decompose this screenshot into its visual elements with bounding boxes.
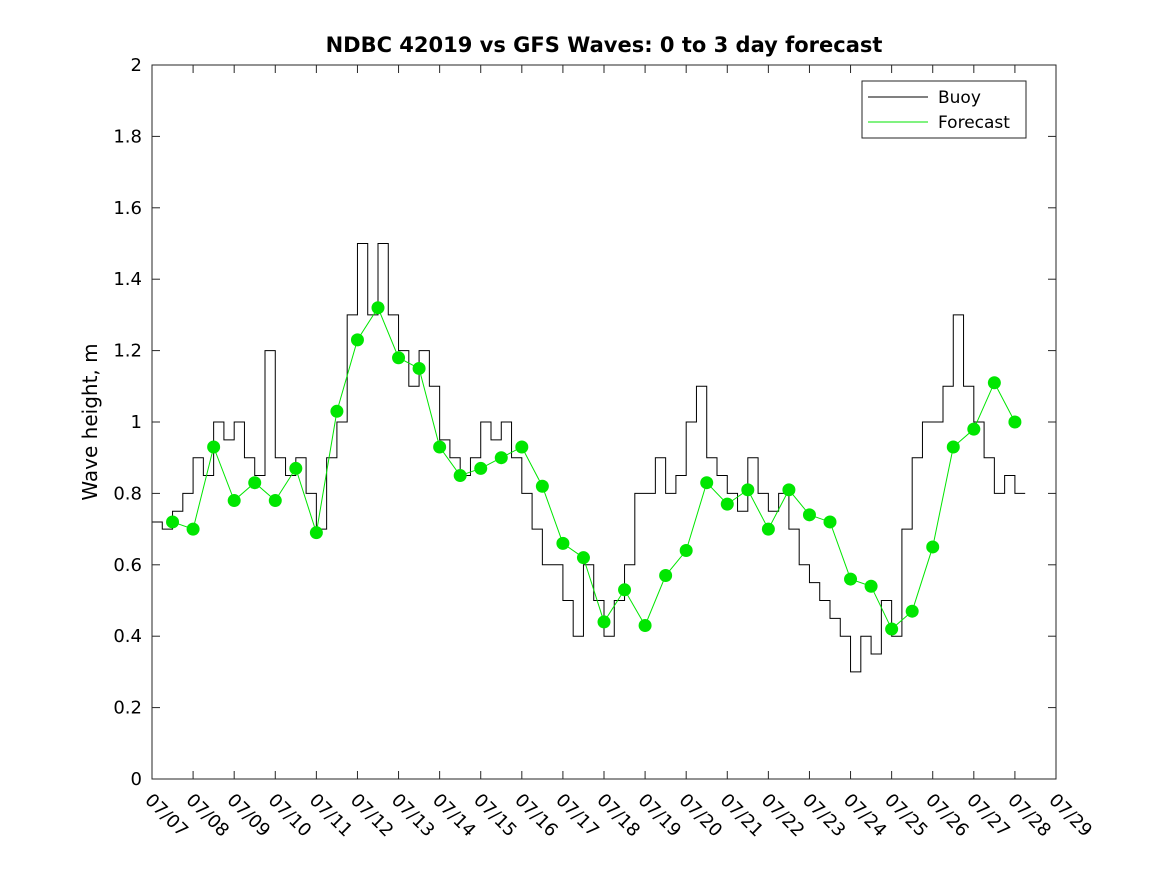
forecast-point (289, 461, 303, 475)
y-tick-label: 0.4 (113, 626, 142, 647)
forecast-point (535, 479, 549, 493)
forecast-point (823, 515, 837, 529)
forecast-point (618, 583, 632, 597)
forecast-point (700, 476, 714, 490)
y-tick-label: 0 (131, 769, 142, 790)
legend-box (861, 80, 1027, 139)
legend-forecast-label: Forecast (938, 113, 1010, 133)
forecast-point (474, 461, 488, 475)
y-tick-label: 1.8 (113, 126, 142, 147)
forecast-point (905, 604, 919, 618)
forecast-line (172, 306, 1016, 630)
y-tick-label: 1 (131, 412, 142, 433)
forecast-point (248, 476, 262, 490)
forecast-point (330, 404, 344, 418)
forecast-point (1008, 415, 1022, 429)
forecast-point (576, 551, 590, 565)
y-tick-label: 0.6 (113, 555, 142, 576)
forecast-point (987, 376, 1001, 390)
y-tick-label: 2 (131, 55, 142, 76)
forecast-point (371, 301, 385, 315)
forecast-point (844, 572, 858, 586)
forecast-point (761, 522, 775, 536)
forecast-point (679, 544, 693, 558)
forecast-point (309, 526, 323, 540)
forecast-point (556, 536, 570, 550)
forecast-point (638, 618, 652, 632)
forecast-point (926, 540, 940, 554)
forecast-point (227, 494, 241, 508)
forecast-point (392, 351, 406, 365)
forecast-point (494, 451, 508, 465)
forecast-point (433, 440, 447, 454)
forecast-point (350, 333, 364, 347)
y-axis: 0 0.2 0.4 0.6 0.8 1 1.2 1.4 1.6 1.8 2 (113, 55, 1056, 790)
y-axis-label: Wave height, m (78, 343, 102, 500)
forecast-point (946, 440, 960, 454)
chart-title: NDBC 42019 vs GFS Waves: 0 to 3 day fore… (326, 33, 883, 57)
y-tick-label: 0.8 (113, 483, 142, 504)
forecast-point (720, 497, 734, 511)
forecast-point (885, 622, 899, 636)
forecast-point (412, 361, 426, 375)
legend: Buoy Forecast (861, 80, 1027, 139)
y-tick-label: 1.2 (113, 341, 142, 362)
forecast-point (659, 569, 673, 583)
forecast-point (515, 440, 529, 454)
forecast-point (802, 508, 816, 522)
forecast-point (782, 483, 796, 497)
plot-area (152, 243, 1026, 673)
forecast-point (207, 440, 221, 454)
y-tick-label: 1.4 (113, 269, 142, 290)
legend-buoy-label: Buoy (938, 88, 981, 108)
y-tick-label: 0.2 (113, 698, 142, 719)
forecast-point (597, 615, 611, 629)
forecast-point (741, 483, 755, 497)
forecast-point (268, 494, 282, 508)
forecast-point (453, 469, 467, 483)
y-tick-label: 1.6 (113, 198, 142, 219)
forecast-point (186, 522, 200, 536)
forecast-point (166, 515, 180, 529)
forecast-point (864, 579, 878, 593)
forecast-point (967, 422, 981, 436)
